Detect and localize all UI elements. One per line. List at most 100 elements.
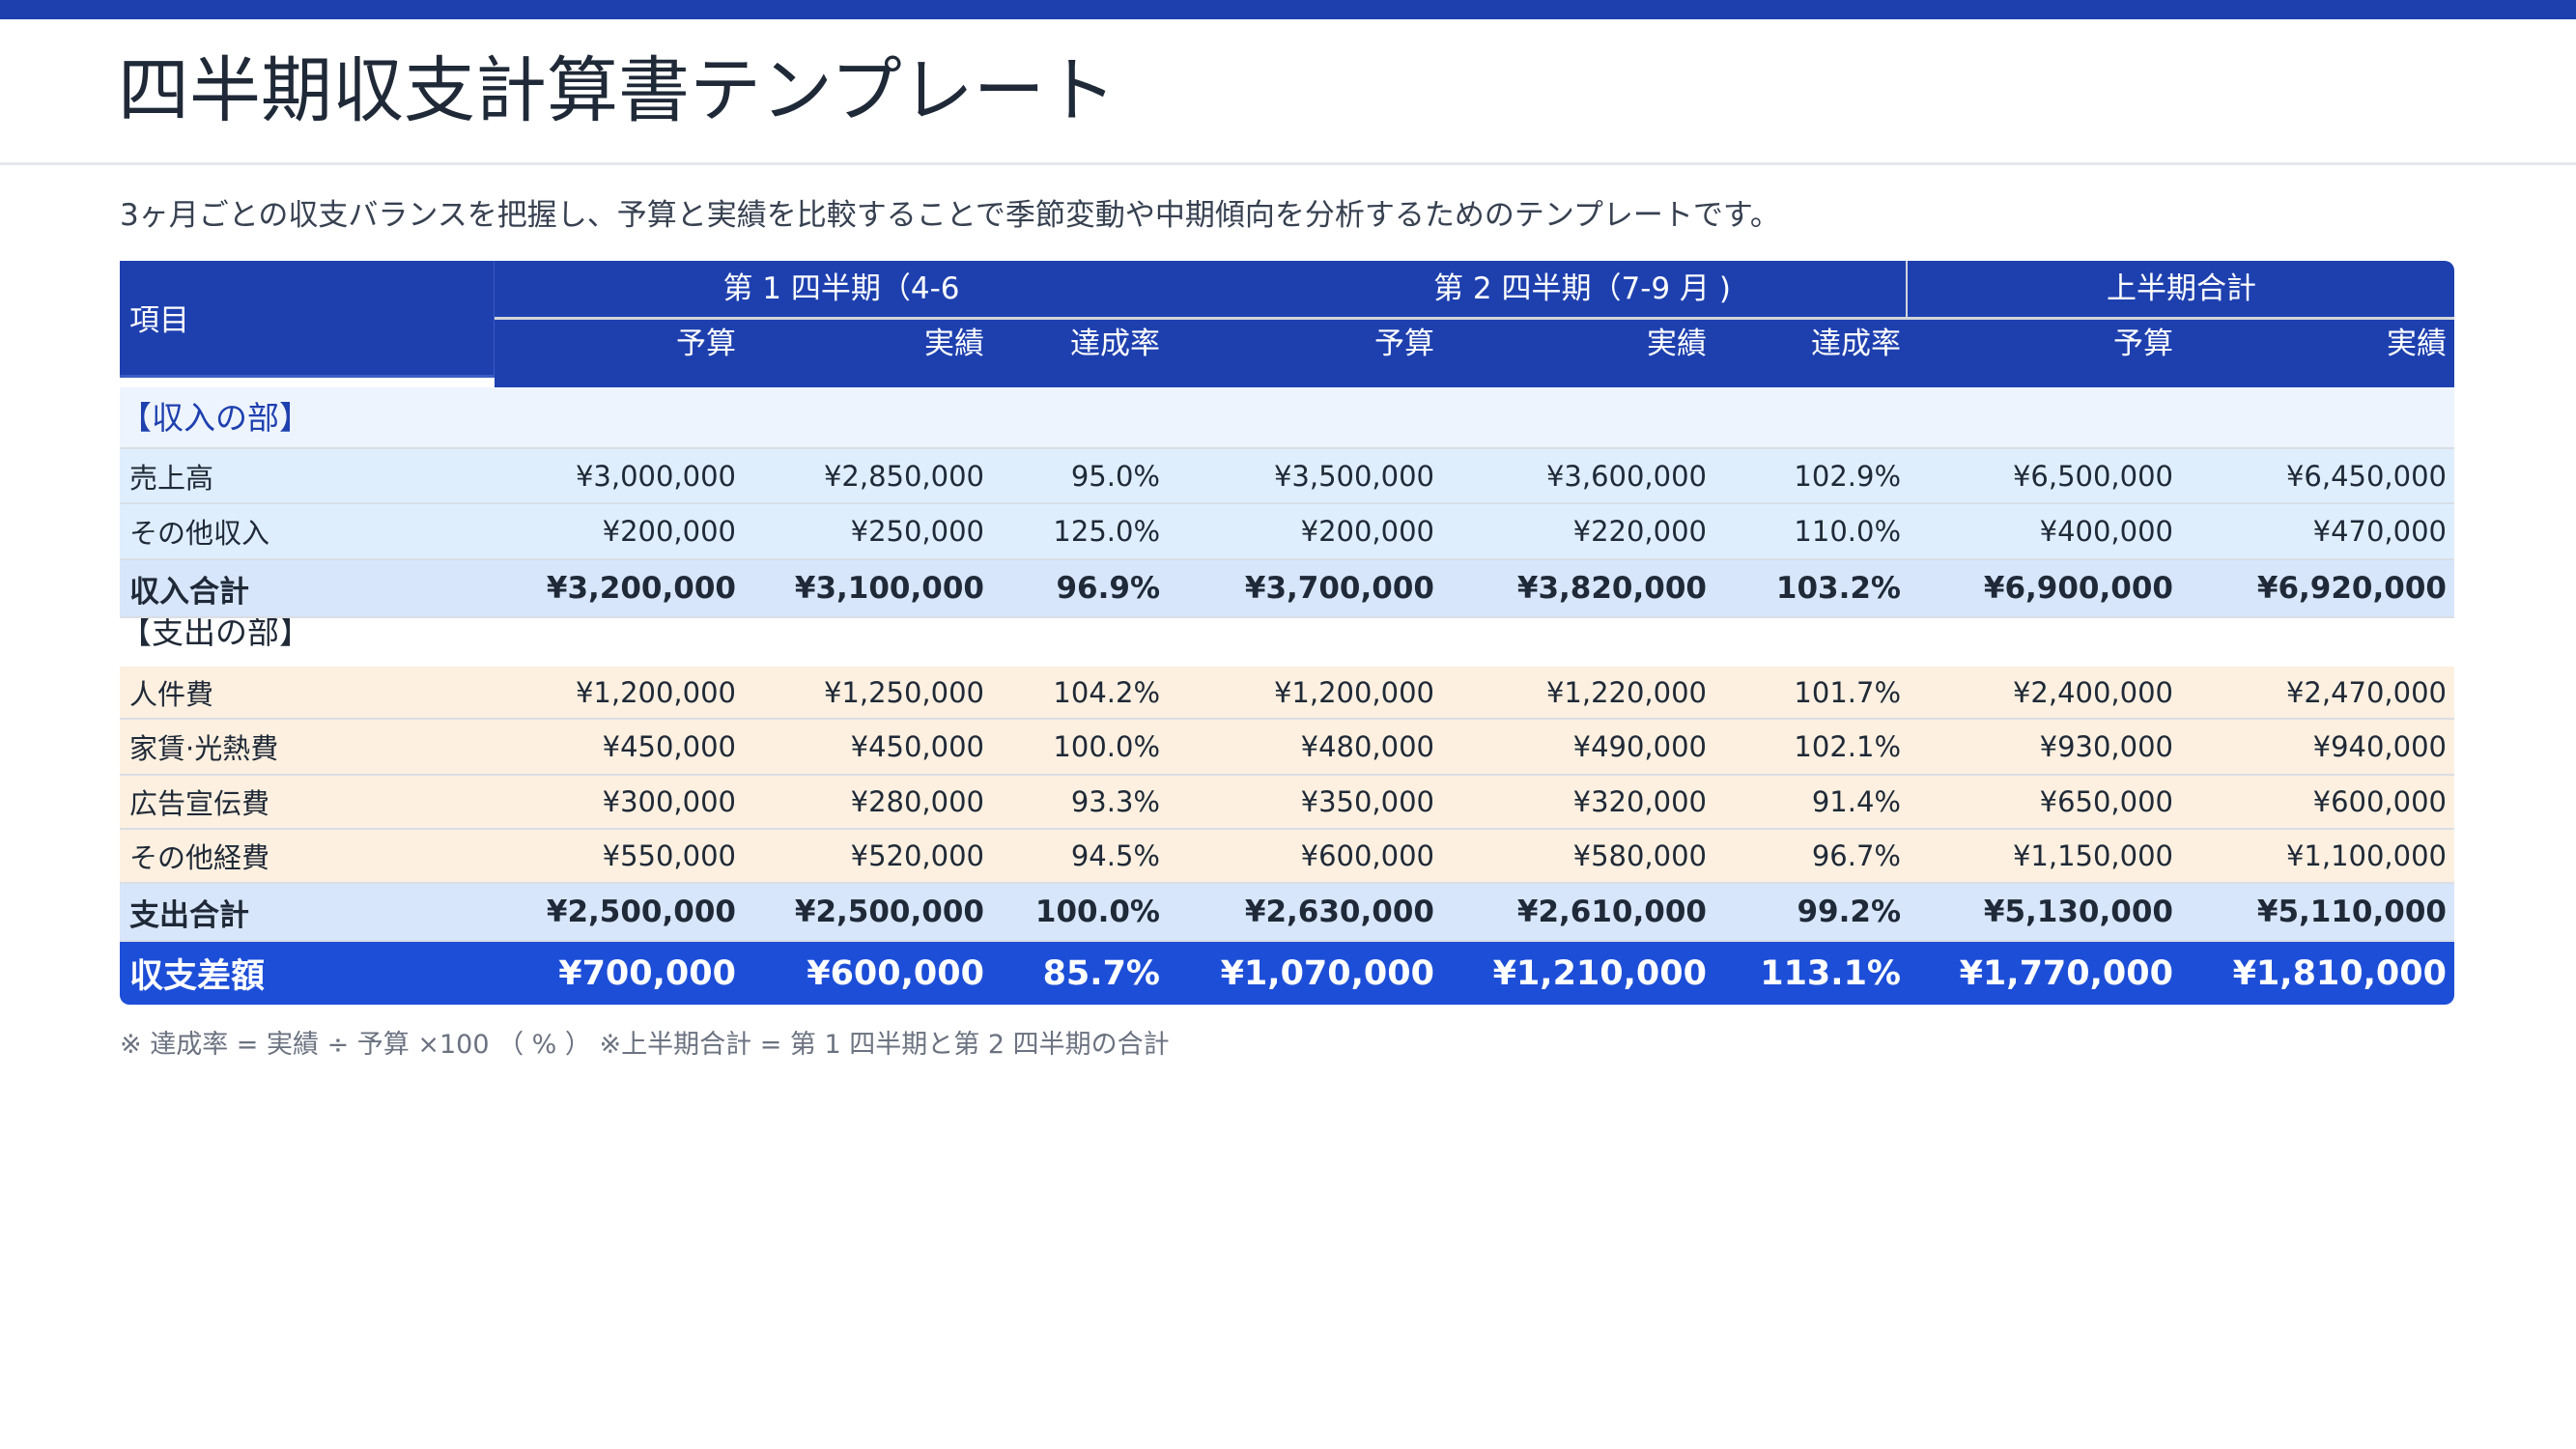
table-cell: 96.9% <box>1056 571 1160 606</box>
table-cell: 101.7% <box>1794 675 1901 709</box>
table-cell: 104.2% <box>1053 675 1160 709</box>
group-header-q1: 第 1 四半期（4-6 <box>722 271 960 306</box>
table-cell: ¥930,000 <box>2039 730 2173 763</box>
table-cell: ¥2,630,000 <box>1244 895 1434 929</box>
table-cell: ¥470,000 <box>2312 515 2447 548</box>
group-divider <box>1906 261 1908 317</box>
table-cell: ¥1,220,000 <box>1545 675 1707 709</box>
table-cell: ¥200,000 <box>602 515 736 548</box>
table-header: 項目 第 1 四半期（4-6 第 2 四半期（7-9 月 ) 上半期合計 予算 実… <box>120 261 2454 387</box>
table-cell: ¥3,100,000 <box>794 571 984 606</box>
table-cell: ¥650,000 <box>2039 785 2173 818</box>
table-cell: ¥1,810,000 <box>2232 953 2447 993</box>
table-cell: ¥2,610,000 <box>1516 895 1707 929</box>
table-cell: 85.7% <box>1042 953 1160 993</box>
table-cell: ¥1,210,000 <box>1492 953 1707 993</box>
table-cell: ¥1,100,000 <box>2285 839 2447 872</box>
table-cell: ¥1,770,000 <box>1959 953 2173 993</box>
table-cell: 100.0% <box>1053 730 1160 763</box>
table-cell: ¥3,820,000 <box>1516 571 1707 606</box>
table-cell: ¥580,000 <box>1572 839 1707 872</box>
column-header: 予算 <box>676 327 736 361</box>
column-header: 達成率 <box>1811 327 1901 361</box>
table-row: 人件費 ¥1,200,000 ¥1,250,000 104.2% ¥1,200,000 ¥… <box>120 667 2454 720</box>
table-cell: ¥450,000 <box>602 730 736 763</box>
table-row: その他経費 ¥550,000 ¥520,000 94.5% ¥600,000 ¥580,0… <box>120 830 2454 884</box>
table-cell: 100.0% <box>1034 895 1160 929</box>
table-cell: 103.2% <box>1775 571 1901 606</box>
table-row: 収入合計 ¥3,200,000 ¥3,100,000 96.9% ¥3,700,000 ¥… <box>120 560 2454 618</box>
table-row: 支出合計 ¥2,500,000 ¥2,500,000 100.0% ¥2,630,000… <box>120 884 2454 942</box>
table-cell: ¥280,000 <box>850 785 984 818</box>
table-cell: ¥600,000 <box>1300 839 1434 872</box>
table-cell: 102.9% <box>1794 459 1901 493</box>
row-label: 売上高 <box>129 461 214 495</box>
column-header: 予算 <box>1374 327 1434 361</box>
table-cell: ¥5,110,000 <box>2256 895 2447 929</box>
header-divider <box>495 317 2454 320</box>
table-cell: ¥6,920,000 <box>2256 571 2447 606</box>
row-label: 人件費 <box>129 677 214 711</box>
table-cell: ¥450,000 <box>850 730 984 763</box>
table-cell: ¥6,450,000 <box>2285 459 2447 493</box>
table-cell: ¥320,000 <box>1572 785 1707 818</box>
table-row: 収支差額 ¥700,000 ¥600,000 85.7% ¥1,070,000 ¥1,21… <box>120 942 2454 1005</box>
table-cell: ¥600,000 <box>2312 785 2447 818</box>
column-header: 予算 <box>2113 327 2173 361</box>
income-section-label: 【収入の部】 <box>120 387 2454 449</box>
table-cell: ¥250,000 <box>850 515 984 548</box>
title-divider <box>0 162 2576 165</box>
table-cell: ¥300,000 <box>602 785 736 818</box>
table-cell: 91.4% <box>1811 785 1901 818</box>
column-header: 実績 <box>1647 327 1707 361</box>
table-row: 広告宣伝費 ¥300,000 ¥280,000 93.3% ¥350,000 ¥320,0… <box>120 776 2454 830</box>
table-cell: ¥3,000,000 <box>575 459 736 493</box>
table-cell: ¥1,200,000 <box>1273 675 1434 709</box>
table-cell: ¥1,070,000 <box>1220 953 1434 993</box>
table-cell: 99.2% <box>1797 895 1901 929</box>
table-cell: ¥480,000 <box>1300 730 1434 763</box>
table-cell: ¥2,500,000 <box>546 895 736 929</box>
footnote: ※ 達成率 = 実績 ÷ 予算 ×100 （ % ） ※上半期合計 = 第 1 … <box>120 1030 1170 1060</box>
table-cell: 95.0% <box>1070 459 1160 493</box>
table-cell: ¥350,000 <box>1300 785 1434 818</box>
table-cell: ¥1,200,000 <box>575 675 736 709</box>
expense-section-label: 【支出の部】 <box>120 613 311 651</box>
table-cell: ¥1,250,000 <box>823 675 984 709</box>
table-cell: 102.1% <box>1794 730 1901 763</box>
table-cell: ¥3,500,000 <box>1273 459 1434 493</box>
table-cell: ¥490,000 <box>1572 730 1707 763</box>
table-cell: ¥2,470,000 <box>2285 675 2447 709</box>
table-cell: ¥5,130,000 <box>1983 895 2173 929</box>
page-title: 四半期収支計算書テンプレート <box>118 49 1117 132</box>
row-label: 収入合計 <box>129 574 249 610</box>
table-cell: 113.1% <box>1760 953 1901 993</box>
table-cell: ¥2,850,000 <box>823 459 984 493</box>
table-cell: ¥3,600,000 <box>1545 459 1707 493</box>
table-cell: ¥2,500,000 <box>794 895 984 929</box>
table-cell: ¥220,000 <box>1572 515 1707 548</box>
row-label: その他経費 <box>129 841 270 874</box>
row-label: 収支差額 <box>129 957 266 996</box>
row-label: 家賃·光熱費 <box>129 732 279 765</box>
header-gap <box>120 378 495 387</box>
row-label: その他収入 <box>129 517 270 550</box>
table-row: その他収入 ¥200,000 ¥250,000 125.0% ¥200,000 ¥220,… <box>120 504 2454 560</box>
table-cell: ¥2,400,000 <box>2012 675 2173 709</box>
table-cell: ¥400,000 <box>2039 515 2173 548</box>
table-cell: ¥600,000 <box>807 953 984 993</box>
table-row: 売上高 ¥3,000,000 ¥2,850,000 95.0% ¥3,500,000 ¥3… <box>120 449 2454 504</box>
table-cell: 110.0% <box>1794 515 1901 548</box>
table-cell: ¥6,900,000 <box>1983 571 2173 606</box>
page-description: 3ヶ月ごとの収支バランスを把握し、予算と実績を比較することで季節変動や中期傾向を… <box>120 198 1780 233</box>
column-header: 実績 <box>2387 327 2447 361</box>
table-cell: 96.7% <box>1811 839 1901 872</box>
table-cell: 94.5% <box>1070 839 1160 872</box>
group-header-q2: 第 2 四半期（7-9 月 ) <box>1433 271 1731 306</box>
table-cell: ¥3,700,000 <box>1244 571 1434 606</box>
table-cell: ¥700,000 <box>558 953 736 993</box>
table-cell: ¥6,500,000 <box>2012 459 2173 493</box>
table-cell: ¥550,000 <box>602 839 736 872</box>
table-row: 家賃·光熱費 ¥450,000 ¥450,000 100.0% ¥480,000 ¥490… <box>120 720 2454 776</box>
table-cell: 125.0% <box>1053 515 1160 548</box>
